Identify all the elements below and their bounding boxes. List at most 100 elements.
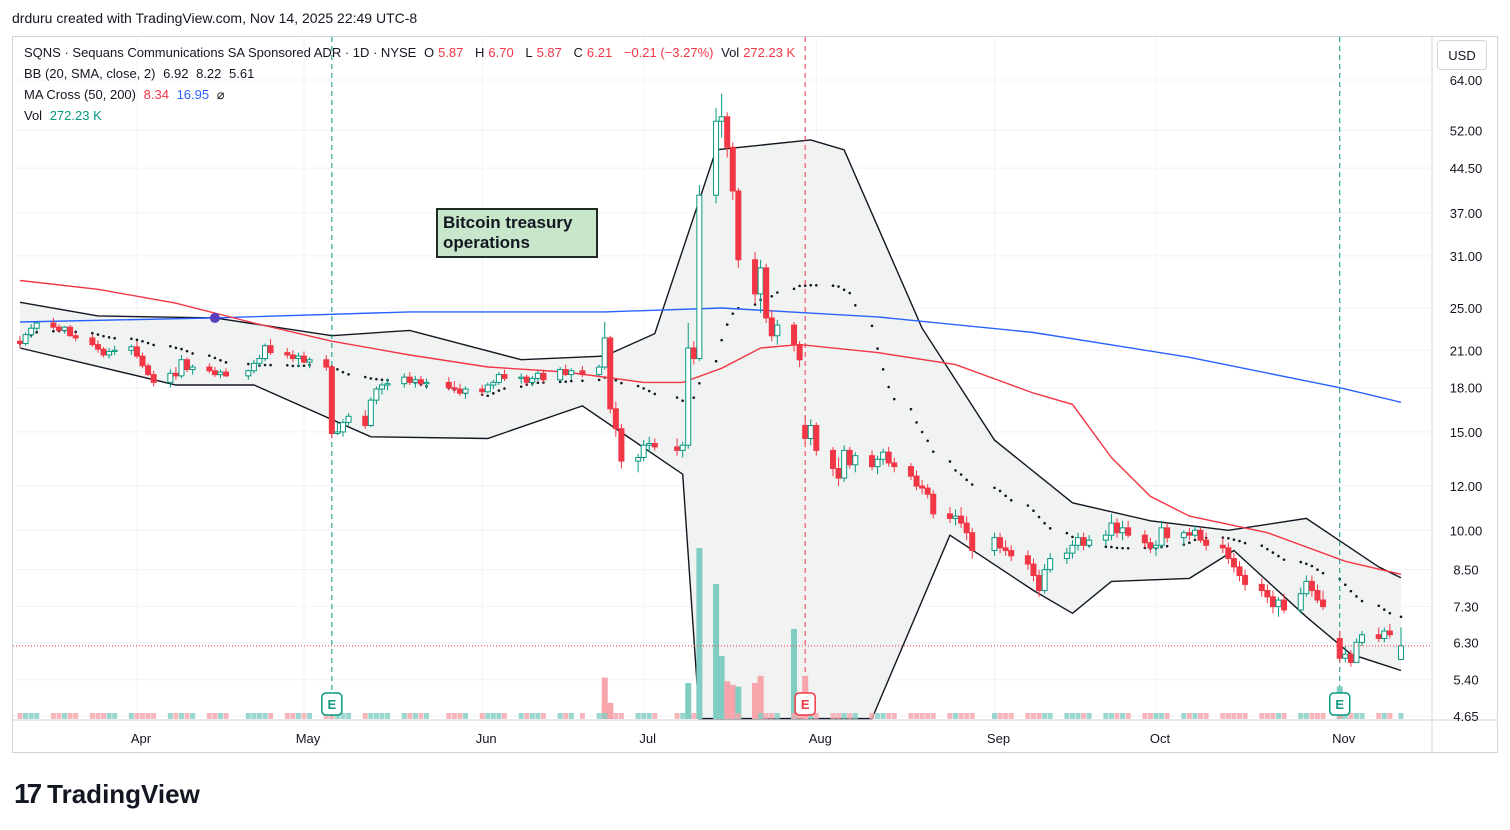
bollinger-basis-dot [798, 284, 801, 288]
volume-bar [947, 713, 953, 719]
earnings-badge [321, 692, 343, 716]
bollinger-basis-dot [636, 384, 640, 388]
volume-bar [334, 713, 340, 719]
volume-bar [601, 677, 608, 719]
volume-bar [997, 713, 1003, 719]
candle-body [1320, 599, 1327, 608]
bollinger-basis-dot [247, 362, 250, 366]
bollinger-basis-dot [174, 346, 178, 350]
candle-body [167, 372, 174, 383]
tradingview-logo[interactable]: 17 TradingView [14, 778, 200, 810]
volume-bar [635, 713, 641, 719]
volume-bar [178, 713, 184, 719]
candle-body [891, 462, 898, 468]
candle-body [1230, 558, 1237, 568]
bollinger-basis-dot [931, 450, 935, 453]
bollinger-basis-dot [486, 394, 490, 398]
bollinger-basis-dot [642, 387, 645, 390]
volume-bar [1309, 713, 1315, 719]
bollinger-basis-dot [35, 330, 39, 334]
bollinger-basis-dot [720, 338, 723, 342]
bollinger-basis-dot [369, 377, 373, 380]
annotation-box[interactable]: Bitcoin treasury operations [436, 208, 598, 258]
y-tick-label: 64.00 [1450, 73, 1483, 88]
volume-bar [735, 686, 742, 719]
candle-body [841, 449, 848, 479]
bollinger-basis-dot [881, 368, 885, 371]
candle-body [963, 522, 970, 534]
bollinger-basis-dot [208, 354, 211, 357]
volume-bar [262, 713, 268, 719]
candle-body [952, 515, 959, 519]
candle-body [328, 366, 335, 435]
legend-vol-row: Vol 272.23 K [24, 108, 106, 123]
volume-bar [535, 713, 541, 719]
legend-bb-upper: 8.22 [196, 66, 222, 81]
candle-body [300, 355, 307, 363]
candle-body [133, 346, 140, 357]
bollinger-basis-dot [1048, 527, 1052, 530]
candle-body [924, 487, 931, 495]
volume-bar [680, 713, 686, 719]
bollinger-basis-dot [614, 378, 618, 382]
volume-bar [62, 713, 68, 719]
volume-bar [451, 713, 457, 719]
volume-bar [1108, 713, 1114, 719]
candle-body [1102, 534, 1109, 541]
volume-bar [89, 713, 95, 719]
bollinger-basis-dot [1065, 531, 1069, 535]
candle-body [1314, 590, 1321, 601]
x-tick-label: Aug [809, 731, 832, 746]
candle-body [262, 345, 269, 360]
volume-bar [1231, 713, 1237, 719]
volume-bar [268, 713, 274, 719]
bollinger-basis-dot [1227, 536, 1230, 540]
bollinger-basis-dot [1115, 546, 1119, 550]
candle-body [830, 449, 837, 469]
volume-bar [802, 713, 808, 719]
candle-body [445, 381, 452, 389]
candle-body [172, 372, 179, 377]
bollinger-basis-dot [1238, 539, 1241, 543]
bollinger-basis-dot [1360, 599, 1364, 603]
bollinger-basis-dot [1277, 554, 1280, 558]
volume-bar [1030, 713, 1036, 719]
bollinger-basis-dot [1165, 544, 1169, 548]
volume-bar [385, 713, 391, 719]
candle-body [211, 370, 218, 376]
earnings-badge-label: E [328, 697, 337, 712]
volume-bar [485, 713, 491, 719]
candle-body [618, 428, 625, 462]
candle-body [184, 359, 191, 371]
volume-bar [401, 713, 407, 719]
volume-bar [1025, 713, 1031, 719]
volume-bar [407, 713, 413, 719]
volume-bar [290, 713, 296, 719]
currency-button[interactable]: USD [1437, 40, 1487, 70]
bollinger-basis-dot [998, 489, 1002, 493]
candle-body [601, 337, 608, 368]
volume-bar [919, 713, 925, 719]
candle-body [846, 449, 853, 466]
volume-bar [641, 713, 647, 719]
candle-body [534, 372, 541, 379]
bollinger-basis-dot [653, 392, 657, 396]
volume-bar [190, 713, 196, 719]
candle-body [1191, 529, 1198, 536]
volume-bar [284, 713, 290, 719]
volume-bar [1359, 713, 1365, 719]
volume-bar [891, 713, 897, 719]
bollinger-basis-dot [776, 291, 779, 294]
candle-body [913, 475, 920, 487]
candle-body [50, 322, 57, 328]
candle-body [885, 451, 892, 464]
volume-bar [579, 713, 585, 719]
volume-bar [713, 713, 719, 719]
bollinger-basis-dot [224, 361, 228, 364]
bollinger-basis-dot [1382, 608, 1386, 611]
bollinger-basis-dot [141, 339, 144, 343]
legend-bb-lower: 5.61 [229, 66, 255, 81]
ma50-line [19, 279, 1402, 575]
candle-body [919, 485, 926, 489]
